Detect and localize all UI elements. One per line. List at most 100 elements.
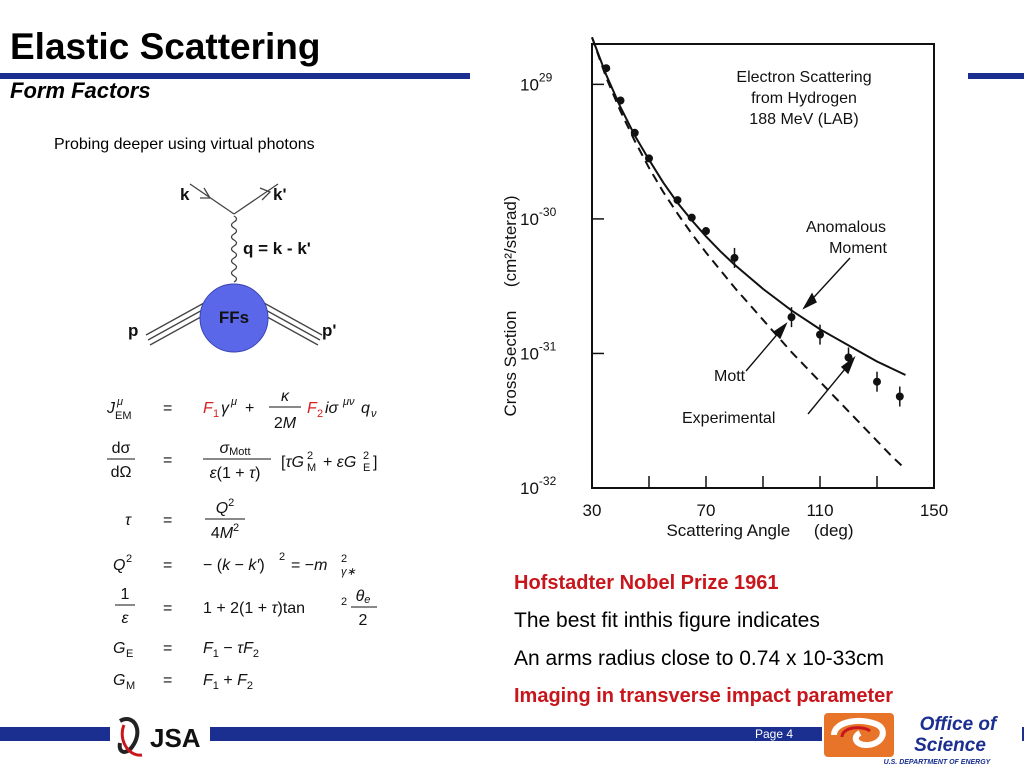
svg-text:=: =	[163, 600, 172, 617]
equation-tau: τ = Q2 4M2	[125, 497, 245, 542]
svg-text:M: M	[126, 680, 135, 692]
svg-text:[τG: [τG	[281, 454, 304, 471]
note-nobel: Hofstadter Nobel Prize 1961	[514, 572, 779, 594]
svg-text:τ: τ	[125, 512, 132, 529]
experimental-point	[844, 353, 853, 362]
svg-text:ε(1 + τ): ε(1 + τ)	[210, 465, 261, 482]
x-tick-label-70: 70	[697, 501, 716, 520]
svg-text:+ εG: + εG	[323, 454, 356, 471]
doe-swirl-icon	[824, 713, 894, 757]
svg-text:− (k − k′): − (k − k′)	[203, 557, 265, 574]
anomalous-moment-label: Anomalous Moment	[806, 219, 887, 257]
chart-annotation-title: Electron Scattering from Hydrogen 188 Me…	[736, 69, 871, 128]
chart-background	[478, 36, 968, 556]
experimental-point	[787, 313, 796, 322]
experimental-points	[602, 64, 904, 407]
title-rule	[0, 73, 470, 79]
svg-text:=: =	[163, 557, 172, 574]
svg-text:2: 2	[279, 551, 285, 563]
svg-text:iσ: iσ	[325, 400, 340, 417]
svg-text:2: 2	[341, 553, 347, 565]
x-axis-label: Scattering Angle (deg)	[666, 521, 853, 540]
electron-arrow-out	[259, 187, 272, 201]
equation-epsilon: 1 ε = 1 + 2(1 + τ)tan 2 θe 2	[115, 586, 377, 629]
doe-line-1: Office of	[920, 714, 998, 735]
svg-text:M: M	[307, 462, 316, 474]
svg-text:Q2: Q2	[216, 497, 235, 517]
svg-text:=: =	[163, 452, 172, 469]
svg-text:ε: ε	[121, 610, 129, 627]
svg-text:dΩ: dΩ	[111, 464, 132, 481]
q-label: q = k - k'	[243, 239, 311, 258]
axis-ticks	[591, 83, 935, 489]
svg-text:γ∗: γ∗	[341, 566, 357, 578]
experimental-point	[873, 377, 881, 386]
svg-text:dσ: dσ	[112, 440, 131, 457]
svg-text:q: q	[361, 400, 370, 417]
feynman-diagram: FFs k k' q = k - k' p p'	[128, 183, 336, 353]
x-tick-label-150: 150	[920, 501, 948, 520]
k-label: k	[180, 185, 190, 204]
svg-text:2: 2	[359, 612, 368, 629]
svg-text:1 + 2(1 + τ)tan: 1 + 2(1 + τ)tan	[203, 600, 305, 617]
note-best-fit: The best fit inthis figure indicates	[514, 609, 820, 632]
svg-text:F1 − τF2: F1 − τF2	[203, 640, 259, 660]
svg-text:θe: θe	[356, 588, 371, 606]
virtual-photon-line	[230, 215, 238, 283]
svg-text:=: =	[163, 672, 172, 689]
svg-text:F: F	[203, 400, 214, 417]
proton-in-lines	[145, 302, 209, 346]
slide-subtitle: Form Factors	[10, 78, 151, 103]
svg-text:]: ]	[373, 454, 377, 471]
svg-text:G: G	[113, 640, 125, 657]
proton-out-lines	[259, 302, 323, 346]
svg-text:F1 + F2: F1 + F2	[203, 672, 253, 692]
svg-text:μ: μ	[230, 396, 237, 408]
svg-text:2: 2	[126, 553, 132, 565]
slide-title: Elastic Scattering	[10, 26, 321, 67]
y-axis-label: Cross Section (cm²/sterad)	[501, 195, 520, 416]
annotation-line-2: from Hydrogen	[751, 90, 857, 107]
doe-line-3: U.S. DEPARTMENT OF ENERGY	[884, 759, 992, 766]
svg-text:E: E	[363, 462, 370, 474]
svg-text:μν: μν	[342, 396, 355, 408]
x-tick-label-110: 110	[806, 501, 833, 520]
svg-text:2: 2	[307, 450, 313, 462]
svg-text:1: 1	[121, 586, 130, 603]
svg-text:2: 2	[363, 450, 369, 462]
svg-text:2: 2	[317, 408, 323, 420]
doe-office-of-science-logo: Office of Science U.S. DEPARTMENT OF ENE…	[822, 711, 1022, 768]
svg-text:κ: κ	[281, 388, 290, 405]
mott-label: Mott	[714, 368, 746, 385]
diagram-caption: Probing deeper using virtual photons	[54, 136, 315, 153]
x-tick-labels: 30 70 110 150	[583, 501, 949, 520]
svg-text:2M: 2M	[274, 415, 297, 432]
k-prime-label: k'	[273, 185, 287, 204]
experimental-point	[816, 330, 824, 339]
experimental-point	[602, 64, 611, 73]
experimental-point	[730, 253, 739, 262]
svg-text:=: =	[163, 640, 172, 657]
svg-text:G: G	[113, 672, 125, 689]
svg-text:4M2: 4M2	[211, 522, 239, 542]
doe-line-2: Science	[914, 735, 986, 756]
p-label: p	[128, 321, 138, 340]
title-rule-right	[965, 73, 1024, 79]
svg-text:E: E	[126, 648, 133, 660]
svg-text:σMott: σMott	[219, 440, 250, 458]
footer-bar	[0, 727, 1024, 741]
svg-text:= −m: = −m	[291, 557, 327, 574]
equation-cross-section: dσ dΩ = σMott ε(1 + τ) [τG 2M + εG 2E ]	[107, 440, 377, 482]
experimental-point	[673, 196, 682, 205]
label-arrows	[745, 257, 856, 415]
svg-text:Anomalous: Anomalous	[806, 219, 886, 236]
svg-text:+: +	[245, 400, 254, 417]
experimental-point	[616, 96, 625, 105]
blob-label: FFs	[219, 308, 249, 327]
p-prime-label: p'	[322, 321, 336, 340]
experimental-point	[702, 227, 710, 236]
x-tick-label-30: 30	[583, 501, 602, 520]
